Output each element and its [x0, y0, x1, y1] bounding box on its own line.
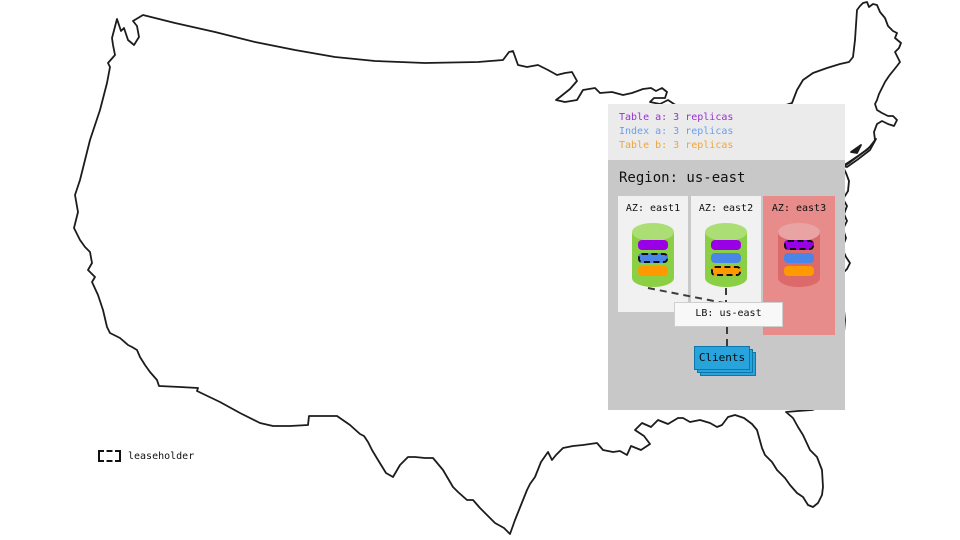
leaseholder-swatch-icon: [98, 450, 121, 462]
replica-bar-table-b-leaseholder: [711, 266, 741, 276]
replica-legend-panel: Table a: 3 replicas Index a: 3 replicas …: [608, 104, 845, 160]
leaseholder-legend-label: leaseholder: [128, 450, 195, 462]
replica-bar-table-a-leaseholder: [784, 240, 814, 250]
az-label-east2: AZ: east2: [698, 203, 754, 214]
replica-bar-index-a: [711, 253, 741, 263]
database-cylinder-icon: [631, 222, 675, 288]
database-cylinder-icon: [777, 222, 821, 288]
az-box-east1: AZ: east1: [618, 196, 688, 312]
replica-bar-index-a-leaseholder: [638, 253, 668, 263]
load-balancer-box: LB: us-east: [674, 302, 783, 327]
long-island-outline: [842, 138, 877, 168]
clients-stack: Clients: [694, 346, 760, 380]
clients-box: Clients: [694, 346, 750, 370]
legend-table-a: Table a: 3 replicas: [619, 112, 734, 123]
replica-bar-index-a: [784, 253, 814, 263]
long-island-notch: [850, 144, 862, 154]
replica-bar-table-b: [638, 266, 668, 276]
region-panel: Region: us-east AZ: east1 AZ: east2: [608, 160, 845, 410]
legend-table-b: Table b: 3 replicas: [619, 140, 734, 151]
az-label-east1: AZ: east1: [625, 203, 681, 214]
database-cylinder-icon: [704, 222, 748, 288]
region-title: Region: us-east: [619, 170, 746, 186]
legend-index-a: Index a: 3 replicas: [619, 126, 734, 137]
replica-bar-table-b: [784, 266, 814, 276]
replica-bar-table-a: [711, 240, 741, 250]
az-box-east2: AZ: east2: [691, 196, 761, 312]
az-label-east3: AZ: east3: [771, 203, 827, 214]
replica-bar-table-a: [638, 240, 668, 250]
leaseholder-legend: leaseholder: [98, 450, 194, 462]
